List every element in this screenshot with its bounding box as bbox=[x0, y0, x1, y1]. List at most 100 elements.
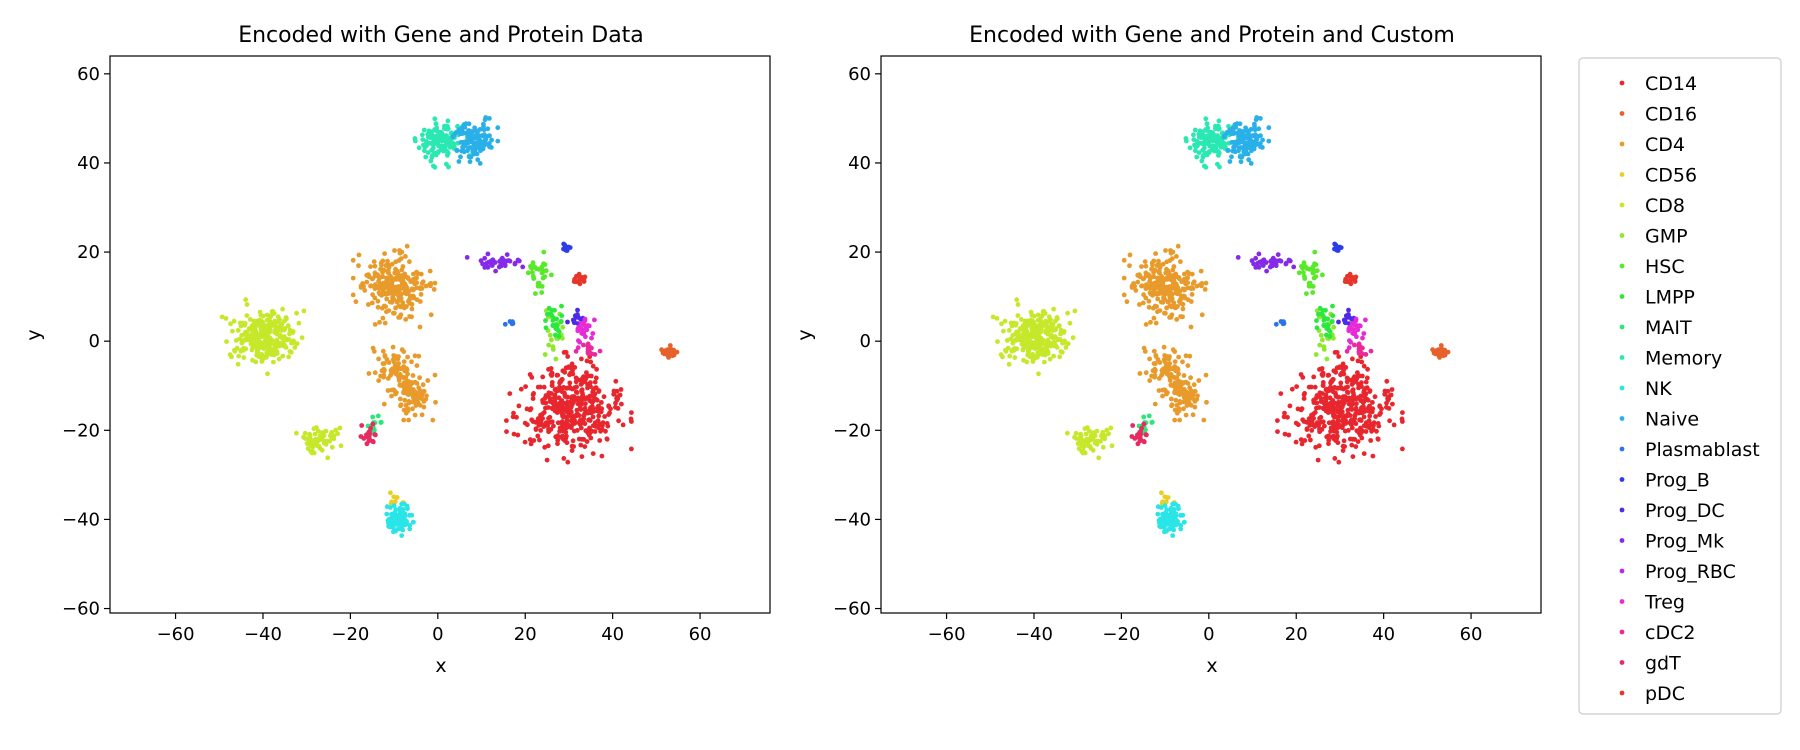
x-tick-label: −60 bbox=[928, 624, 966, 645]
scatter-point-CD14 bbox=[1336, 354, 1342, 359]
scatter-point-Naive bbox=[1225, 148, 1231, 153]
scatter-point-Naive bbox=[487, 116, 492, 121]
scatter-point-CD4 bbox=[1204, 399, 1209, 405]
scatter-point-cDC2 bbox=[585, 351, 591, 356]
scatter-point-CD4 bbox=[413, 403, 419, 408]
scatter-point-CD14 bbox=[546, 416, 551, 421]
scatter-point-CD14 bbox=[1328, 384, 1333, 390]
scatter-point-CD8 bbox=[1009, 348, 1015, 354]
scatter-point-CD14 bbox=[529, 417, 535, 423]
scatter-point-CD14 bbox=[1343, 385, 1349, 390]
scatter-point-CD4 bbox=[356, 263, 361, 269]
scatter-point-LMPP bbox=[549, 313, 555, 318]
scatter-point-CD4 bbox=[369, 300, 375, 306]
scatter-point-CD14 bbox=[1364, 423, 1369, 429]
scatter-point-Memory bbox=[1219, 138, 1225, 144]
scatter-point-CD14 bbox=[590, 451, 596, 456]
scatter-point-CD8 bbox=[256, 345, 262, 351]
scatter-point-CD14 bbox=[537, 437, 542, 443]
scatter-point-Naive bbox=[477, 161, 483, 166]
scatter-point-Naive bbox=[485, 126, 491, 132]
scatter-point-CD4 bbox=[1153, 361, 1158, 366]
scatter-point-LMPP bbox=[555, 327, 560, 332]
scatter-point-CD8 bbox=[276, 318, 281, 324]
scatter-point-CD14 bbox=[557, 384, 562, 390]
scatter-point-CD4 bbox=[1151, 348, 1157, 354]
scatter-point-CD16 bbox=[659, 347, 664, 353]
scatter-point-Prog_Mk bbox=[500, 259, 506, 265]
scatter-point-CD8 bbox=[1056, 323, 1062, 328]
scatter-point-CD14 bbox=[1354, 428, 1360, 434]
scatter-point-CD56 bbox=[392, 499, 398, 505]
scatter-point-CD4 bbox=[1152, 368, 1158, 374]
scatter-point-CD8 bbox=[1055, 316, 1060, 322]
scatter-point-CD4 bbox=[368, 264, 373, 269]
scatter-point-NK bbox=[1162, 511, 1168, 517]
scatter-point-CD4 bbox=[368, 283, 373, 289]
legend-marker-Prog_Mk bbox=[1619, 538, 1625, 543]
right-y-axis-label: y bbox=[794, 329, 816, 340]
scatter-point-CD14 bbox=[583, 428, 589, 434]
scatter-point-CD4 bbox=[427, 268, 433, 274]
scatter-point-CD4 bbox=[1167, 274, 1173, 280]
scatter-point-LMPP bbox=[553, 322, 559, 328]
scatter-point-CD4 bbox=[1174, 410, 1180, 416]
scatter-point-LMPP bbox=[1324, 322, 1330, 328]
scatter-point-CD4 bbox=[350, 257, 356, 263]
scatter-point-CD4 bbox=[401, 359, 407, 364]
scatter-point-Naive bbox=[481, 134, 487, 140]
scatter-point-CD14 bbox=[592, 379, 598, 385]
scatter-point-Memory bbox=[441, 143, 447, 149]
scatter-point-CD8 bbox=[1030, 359, 1036, 364]
scatter-point-Memory bbox=[434, 133, 439, 139]
scatter-point-Naive bbox=[1256, 126, 1262, 132]
scatter-point-CD4 bbox=[370, 292, 375, 298]
legend-marker-cDC2 bbox=[1619, 629, 1625, 635]
scatter-point-CD8 bbox=[262, 331, 268, 336]
scatter-point-CD4 bbox=[1187, 385, 1193, 391]
scatter-point-CD4 bbox=[378, 260, 384, 266]
scatter-point-CD4 bbox=[1164, 284, 1169, 290]
scatter-point-HSC bbox=[539, 290, 545, 295]
scatter-point-Memory bbox=[422, 148, 427, 154]
scatter-point-CD8 bbox=[242, 322, 248, 328]
scatter-point-CD56 bbox=[1163, 499, 1169, 505]
scatter-point-HSC bbox=[1310, 290, 1316, 295]
scatter-point-Treg bbox=[592, 317, 597, 323]
scatter-point-CD4 bbox=[418, 292, 424, 297]
legend-marker-LMPP bbox=[1619, 294, 1625, 299]
scatter-point-CD14 bbox=[546, 429, 551, 435]
scatter-point-Prog_B bbox=[1332, 241, 1338, 247]
scatter-point-CD8 bbox=[259, 359, 265, 364]
scatter-point-GMP bbox=[546, 342, 552, 348]
scatter-point-gdT bbox=[1129, 434, 1135, 439]
scatter-point-cDC2 bbox=[585, 346, 591, 352]
scatter-point-CD8 bbox=[335, 431, 340, 437]
scatter-point-pDC bbox=[1349, 276, 1355, 282]
scatter-point-Memory bbox=[432, 116, 438, 122]
scatter-point-LMPP bbox=[1323, 307, 1328, 313]
scatter-point-CD14 bbox=[1361, 387, 1367, 393]
scatter-point-CD4 bbox=[1202, 287, 1208, 292]
scatter-point-CD8 bbox=[288, 349, 294, 355]
scatter-point-CD4 bbox=[380, 270, 385, 275]
scatter-point-CD8 bbox=[323, 428, 329, 434]
scatter-point-CD4 bbox=[1199, 281, 1205, 286]
scatter-point-Memory bbox=[425, 150, 431, 156]
scatter-point-CD14 bbox=[561, 405, 567, 411]
scatter-point-CD4 bbox=[1164, 371, 1170, 377]
legend-marker-Memory bbox=[1619, 355, 1625, 360]
scatter-point-CD14 bbox=[1368, 409, 1373, 414]
scatter-point-gdT bbox=[358, 434, 364, 439]
legend-items: CD14 CD16 CD4 CD56 CD8 GMP HSC LMPP MAIT Memory NK… bbox=[1619, 73, 1760, 705]
scatter-point-CD8 bbox=[223, 316, 229, 321]
scatter-point-CD14 bbox=[568, 370, 573, 376]
scatter-point-gdT bbox=[364, 434, 370, 440]
scatter-point-CD8 bbox=[280, 353, 286, 359]
scatter-point-CD4 bbox=[402, 285, 407, 290]
scatter-point-CD14 bbox=[531, 438, 537, 443]
scatter-point-CD14 bbox=[587, 408, 593, 413]
scatter-point-CD4 bbox=[1203, 372, 1209, 378]
scatter-point-Naive bbox=[462, 125, 468, 130]
scatter-point-CD8 bbox=[1008, 336, 1014, 342]
